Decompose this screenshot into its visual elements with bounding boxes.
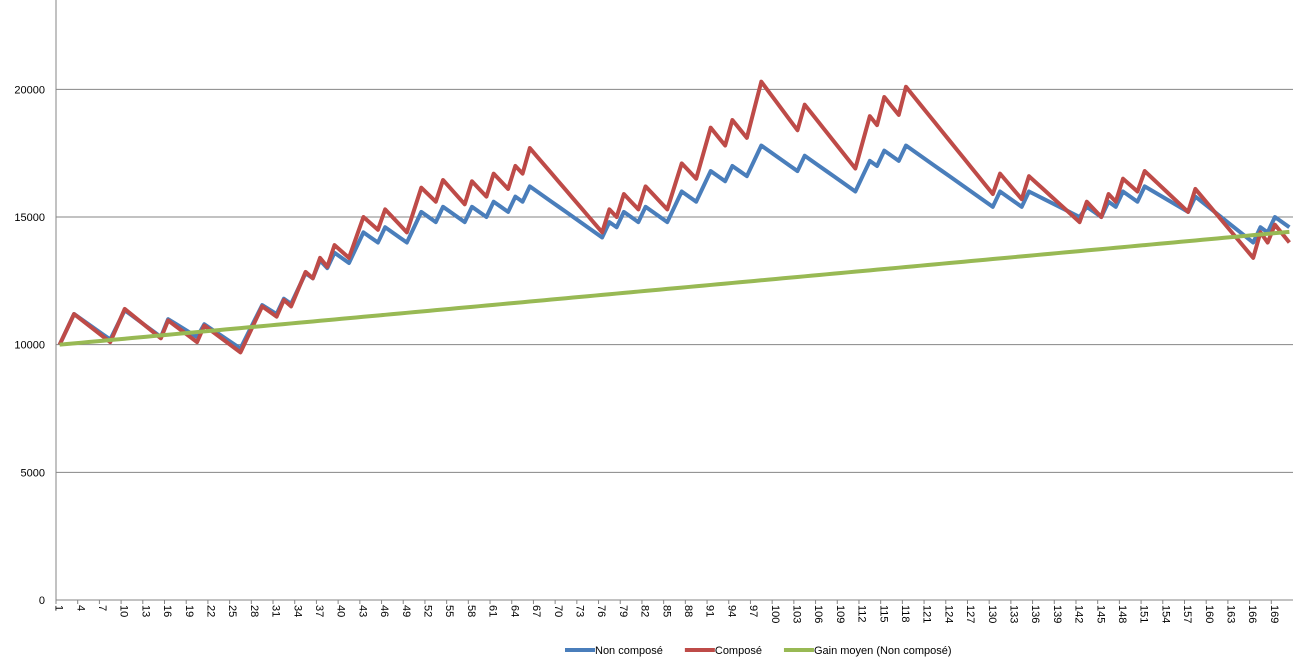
x-tick-label: 19 <box>183 605 195 617</box>
x-tick-label: 37 <box>313 605 325 617</box>
x-tick-label: 82 <box>639 605 651 617</box>
x-tick-label: 157 <box>1181 605 1193 623</box>
x-tick-label: 154 <box>1159 605 1171 623</box>
x-tick-label: 160 <box>1203 605 1215 623</box>
x-tick-label: 70 <box>552 605 564 617</box>
x-tick-label: 88 <box>682 605 694 617</box>
x-tick-label: 124 <box>942 605 954 623</box>
legend-item: Non composé <box>565 645 663 657</box>
x-tick-label: 73 <box>573 605 585 617</box>
x-tick-label: 46 <box>378 605 390 617</box>
x-tick-label: 49 <box>400 605 412 617</box>
x-tick-label: 28 <box>248 605 260 617</box>
x-tick-label: 10 <box>118 605 130 617</box>
x-tick-label: 97 <box>747 605 759 617</box>
x-tick-label: 118 <box>899 605 911 623</box>
legend-label: Non composé <box>595 645 663 657</box>
x-tick-label: 106 <box>812 605 824 623</box>
x-tick-label: 16 <box>161 605 173 617</box>
y-tick-label: 15000 <box>14 212 45 224</box>
data-line <box>57 79 1291 355</box>
x-tick-label: 91 <box>704 605 716 617</box>
x-tick-label: 31 <box>270 605 282 617</box>
legend-item: Gain moyen (Non composé) <box>783 645 952 657</box>
x-tick-label: 40 <box>335 605 347 617</box>
x-tick-label: 1 <box>53 605 65 611</box>
x-tick-label: 34 <box>291 605 303 617</box>
x-tick-label: 148 <box>1116 605 1128 623</box>
x-tick-label: 67 <box>530 605 542 617</box>
legend-label: Gain moyen (Non composé) <box>814 645 952 657</box>
x-tick-label: 4 <box>74 605 86 611</box>
x-tick-label: 112 <box>856 605 868 623</box>
x-tick-label: 64 <box>508 605 520 617</box>
x-tick-label: 139 <box>1051 605 1063 623</box>
legend-label: Composé <box>715 645 762 657</box>
x-tick-label: 130 <box>986 605 998 623</box>
x-tick-label: 109 <box>834 605 846 623</box>
x-tick-label: 76 <box>595 605 607 617</box>
x-tick-label: 121 <box>921 605 933 623</box>
x-tick-label: 22 <box>205 605 217 617</box>
x-tick-label: 25 <box>226 605 238 617</box>
x-tick-label: 142 <box>1073 605 1085 623</box>
y-tick-label: 0 <box>39 595 45 607</box>
x-tick-label: 94 <box>725 605 737 617</box>
y-tick-label: 10000 <box>14 340 45 352</box>
x-tick-label: 58 <box>465 605 477 617</box>
y-tick-label: 20000 <box>14 84 45 96</box>
x-tick-label: 61 <box>487 605 499 617</box>
x-tick-label: 151 <box>1138 605 1150 623</box>
x-tick-label: 133 <box>1007 605 1019 623</box>
x-tick-label: 13 <box>139 605 151 617</box>
x-tick-label: 103 <box>790 605 802 623</box>
x-tick-label: 79 <box>617 605 629 617</box>
x-tick-label: 169 <box>1268 605 1280 623</box>
legend-item: Composé <box>684 645 762 657</box>
x-tick-label: 127 <box>964 605 976 623</box>
x-tick-label: 85 <box>660 605 672 617</box>
x-tick-label: 166 <box>1246 605 1258 623</box>
x-tick-label: 52 <box>422 605 434 617</box>
x-tick-label: 145 <box>1094 605 1106 623</box>
x-tick-label: 136 <box>1029 605 1041 623</box>
y-tick-label: 5000 <box>21 467 45 479</box>
data-line <box>59 229 1290 347</box>
x-tick-label: 115 <box>877 605 889 623</box>
x-tick-label: 100 <box>769 605 781 623</box>
x-tick-label: 55 <box>443 605 455 617</box>
x-tick-label: 43 <box>356 605 368 617</box>
x-tick-label: 163 <box>1225 605 1237 623</box>
x-tick-label: 7 <box>96 605 108 611</box>
